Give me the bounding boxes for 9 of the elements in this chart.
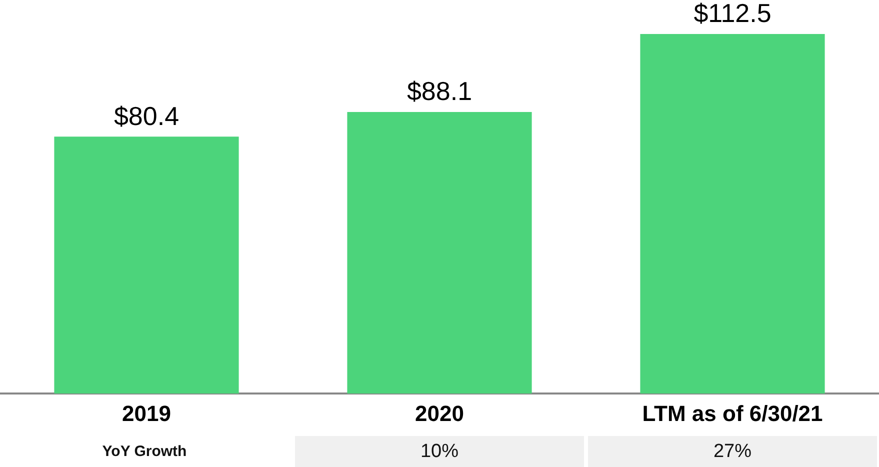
data-label: $80.4 — [114, 100, 180, 131]
text: 27% — [588, 436, 877, 467]
data-label: $88.1 — [406, 76, 472, 106]
x-tick-label: 2019 — [122, 400, 171, 426]
text: YoY Growth — [101, 442, 188, 462]
x-tick-label: LTM as of 6/30/21 — [642, 400, 823, 426]
x-tick-label: 2020 — [415, 400, 464, 426]
text: 10% — [295, 436, 584, 467]
data-label: $112.5 — [694, 0, 772, 28]
